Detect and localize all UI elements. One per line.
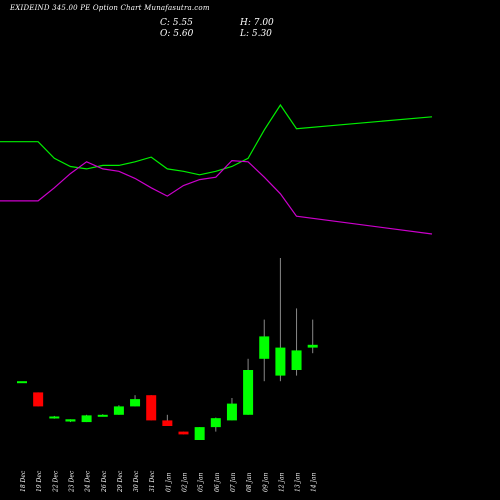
candle-body: [65, 419, 76, 422]
candle-body: [130, 399, 141, 407]
candle-body: [81, 415, 92, 423]
candle-body: [291, 350, 302, 370]
candle-body: [162, 420, 173, 426]
date-label: 23 Dec: [68, 470, 75, 493]
candle-body: [259, 336, 270, 359]
candle-body: [17, 381, 27, 384]
date-label: 26 Dec: [101, 470, 108, 493]
date-label: 07 Jan: [230, 472, 237, 492]
date-label: 12 Jan: [278, 472, 285, 492]
date-label: 22 Dec: [52, 470, 59, 493]
date-label: 02 Jan: [182, 472, 189, 492]
date-label: 08 Jan: [246, 472, 253, 492]
candle-body: [113, 406, 124, 415]
date-label: 29 Dec: [117, 470, 124, 493]
date-label: 13 Jan: [295, 472, 302, 492]
date-label: 01 Jan: [165, 472, 172, 492]
open-value: O: 5.60: [160, 29, 194, 39]
date-label: 30 Dec: [133, 470, 140, 492]
high-value: H: 7.00: [240, 18, 274, 28]
candle-body: [307, 344, 318, 348]
indicator-line-1: [0, 103, 433, 176]
date-label: 31 Dec: [149, 470, 156, 492]
chart-title: EXIDEIND 345.00 PE Option Chart Munafasu…: [10, 4, 210, 12]
low-value: L: 5.30: [240, 29, 272, 39]
candle-body: [226, 403, 237, 421]
date-label: 24 Dec: [85, 470, 92, 493]
candle-body: [33, 392, 44, 407]
date-label: 09 Jan: [262, 472, 269, 492]
candle-body: [178, 431, 189, 435]
candle-body: [194, 427, 205, 440]
candle-body: [97, 414, 108, 417]
candle-body: [146, 395, 157, 421]
date-label: 14 Jan: [311, 472, 318, 492]
date-label: 06 Jan: [214, 472, 221, 492]
candle-body: [49, 416, 60, 419]
date-label: 05 Jan: [198, 472, 205, 492]
close-value: C: 5.55: [160, 18, 193, 28]
indicator-line-2: [0, 159, 433, 235]
candle-body: [275, 347, 286, 376]
candle-body: [243, 370, 254, 415]
date-label: 19 Dec: [36, 470, 43, 492]
date-label: 18 Dec: [20, 470, 27, 492]
candle-body: [210, 418, 221, 428]
